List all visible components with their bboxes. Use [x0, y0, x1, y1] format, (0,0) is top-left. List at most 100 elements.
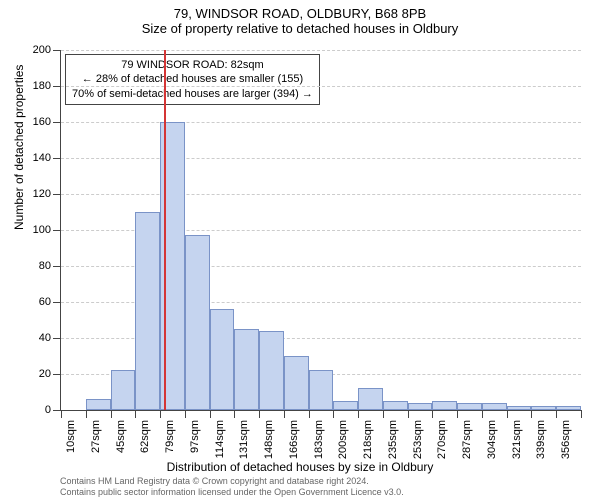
y-tick-label: 120 — [33, 188, 51, 200]
x-tick-label: 114sqm — [214, 420, 226, 458]
annotation-box: 79 WINDSOR ROAD: 82sqm ← 28% of detached… — [65, 54, 320, 105]
x-tick-label: 148sqm — [263, 420, 275, 459]
x-tick-label: 356sqm — [560, 420, 572, 459]
x-tick — [111, 410, 112, 418]
x-tick-label: 218sqm — [362, 420, 374, 459]
x-tick-label: 235sqm — [387, 420, 399, 459]
x-tick-label: 339sqm — [535, 420, 547, 459]
x-tick — [234, 410, 235, 418]
annotation-line-2: ← 28% of detached houses are smaller (15… — [72, 72, 313, 86]
y-tick-label: 100 — [33, 224, 51, 236]
chart-title-2: Size of property relative to detached ho… — [0, 21, 600, 36]
y-tick-label: 180 — [33, 80, 51, 92]
y-axis-title: Number of detached properties — [12, 65, 26, 230]
x-tick — [185, 410, 186, 418]
y-tick-label: 0 — [45, 404, 51, 416]
histogram-bar — [358, 388, 383, 410]
x-tick — [309, 410, 310, 418]
x-tick — [86, 410, 87, 418]
histogram-bar — [556, 406, 581, 410]
histogram-bar — [86, 399, 111, 410]
x-axis-title: Distribution of detached houses by size … — [0, 460, 600, 474]
histogram-bar — [259, 331, 284, 410]
x-tick — [432, 410, 433, 418]
x-tick — [333, 410, 334, 418]
histogram-bar — [457, 403, 482, 410]
histogram-bar — [185, 235, 210, 410]
x-tick — [531, 410, 532, 418]
x-tick — [259, 410, 260, 418]
y-tick — [53, 158, 61, 159]
y-tick — [53, 50, 61, 51]
x-tick — [556, 410, 557, 418]
x-tick-label: 304sqm — [486, 420, 498, 459]
x-tick-label: 183sqm — [313, 420, 325, 459]
x-tick-label: 45sqm — [115, 420, 127, 453]
histogram-bar — [531, 406, 556, 410]
x-tick — [284, 410, 285, 418]
x-tick — [358, 410, 359, 418]
histogram-bar — [408, 403, 433, 410]
grid-line — [61, 158, 581, 159]
y-tick — [53, 86, 61, 87]
y-tick — [53, 122, 61, 123]
y-tick-label: 160 — [33, 116, 51, 128]
x-tick — [482, 410, 483, 418]
footer-line-2: Contains public sector information licen… — [60, 487, 404, 498]
grid-line — [61, 50, 581, 51]
x-tick-label: 10sqm — [65, 420, 77, 453]
y-tick — [53, 338, 61, 339]
x-tick-label: 166sqm — [288, 420, 300, 459]
histogram-bar — [507, 406, 532, 410]
y-tick — [53, 194, 61, 195]
histogram-bar — [284, 356, 309, 410]
y-tick-label: 80 — [39, 260, 51, 272]
x-tick-label: 131sqm — [238, 420, 250, 459]
y-tick — [53, 230, 61, 231]
x-tick-label: 270sqm — [436, 420, 448, 459]
footer-text: Contains HM Land Registry data © Crown c… — [60, 476, 404, 498]
x-tick-label: 200sqm — [337, 420, 349, 459]
histogram-bar — [309, 370, 334, 410]
histogram-bar — [383, 401, 408, 410]
histogram-bar — [234, 329, 259, 410]
histogram-bar — [111, 370, 136, 410]
x-tick — [457, 410, 458, 418]
footer-line-1: Contains HM Land Registry data © Crown c… — [60, 476, 404, 487]
histogram-bar — [333, 401, 358, 410]
x-tick-label: 97sqm — [189, 420, 201, 453]
x-tick-label: 321sqm — [511, 420, 523, 459]
x-tick-label: 27sqm — [90, 420, 102, 453]
histogram-bar — [432, 401, 457, 410]
x-tick-label: 287sqm — [461, 420, 473, 459]
y-tick — [53, 410, 61, 411]
y-tick-label: 60 — [39, 296, 51, 308]
y-tick-label: 20 — [39, 368, 51, 380]
plot-area: 79 WINDSOR ROAD: 82sqm ← 28% of detached… — [60, 50, 581, 411]
x-tick — [61, 410, 62, 418]
grid-line — [61, 122, 581, 123]
x-tick — [507, 410, 508, 418]
x-tick — [210, 410, 211, 418]
x-tick — [383, 410, 384, 418]
y-tick — [53, 302, 61, 303]
annotation-line-1: 79 WINDSOR ROAD: 82sqm — [72, 58, 313, 72]
x-tick — [135, 410, 136, 418]
y-tick-label: 40 — [39, 332, 51, 344]
x-tick-label: 62sqm — [139, 420, 151, 453]
reference-marker-line — [164, 50, 166, 410]
chart-titles: 79, WINDSOR ROAD, OLDBURY, B68 8PB Size … — [0, 0, 600, 36]
y-tick-label: 200 — [33, 44, 51, 56]
grid-line — [61, 194, 581, 195]
x-tick — [581, 410, 582, 418]
y-tick-label: 140 — [33, 152, 51, 164]
x-tick-label: 253sqm — [412, 420, 424, 459]
x-tick-label: 79sqm — [164, 420, 176, 453]
grid-line — [61, 86, 581, 87]
histogram-bar — [482, 403, 507, 410]
chart-title-1: 79, WINDSOR ROAD, OLDBURY, B68 8PB — [0, 6, 600, 21]
y-tick — [53, 266, 61, 267]
annotation-line-3: 70% of semi-detached houses are larger (… — [72, 87, 313, 101]
chart-container: 79, WINDSOR ROAD, OLDBURY, B68 8PB Size … — [0, 0, 600, 500]
histogram-bar — [210, 309, 235, 410]
